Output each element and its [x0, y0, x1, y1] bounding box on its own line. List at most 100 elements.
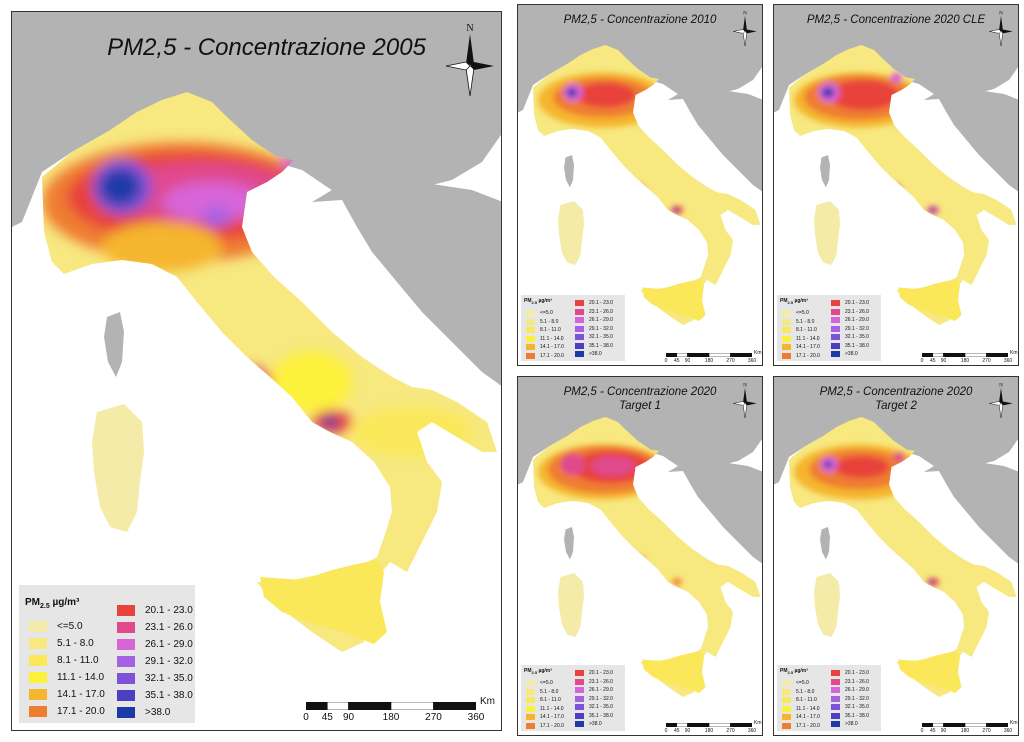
- legend-label: 17.1 - 20.0: [796, 722, 820, 729]
- north-arrow-icon: N: [733, 382, 757, 419]
- scale-bar-segment: [348, 702, 392, 710]
- legend-column: 20.1 - 23.0 23.1 - 26.0 26.1 - 29.0 29.1 - …: [575, 299, 613, 359]
- compass-label: N: [743, 10, 747, 16]
- scale-bar-graphic: [922, 353, 1008, 357]
- legend-item: >38.0: [575, 350, 613, 359]
- concentration-zone: [929, 580, 935, 584]
- scale-tick-label: 45: [929, 358, 936, 364]
- scale-tick-label: 270: [726, 728, 735, 734]
- legend-label: 20.1 - 23.0: [589, 300, 613, 307]
- corsica-land: [820, 155, 830, 188]
- legend-item: 11.1 - 14.0: [526, 335, 564, 344]
- scale-tick-label: 0: [920, 728, 924, 734]
- corsica-land: [104, 312, 124, 377]
- scale-bar-segment: [390, 702, 434, 710]
- corsica-land: [820, 527, 830, 560]
- legend-title: PM2.5 µg/m³: [524, 668, 552, 675]
- legend-swatch: [831, 334, 840, 341]
- scale-tick-label: 180: [704, 728, 714, 734]
- sicily-land: [898, 651, 962, 693]
- legend-swatch: [831, 325, 840, 332]
- legend-swatch: [831, 300, 840, 307]
- scale-unit: Km: [754, 720, 762, 726]
- concentration-zone: [673, 208, 679, 212]
- legend-swatch: [526, 680, 535, 687]
- legend-label: 14.1 - 17.0: [796, 714, 820, 721]
- legend-item: <=5.0: [526, 309, 564, 318]
- legend-label: 11.1 - 14.0: [540, 335, 564, 342]
- legend-item: 35.1 - 38.0: [831, 712, 869, 721]
- legend-swatch: [575, 317, 584, 324]
- legend-item: 14.1 - 17.0: [526, 343, 564, 352]
- legend-swatch: [117, 605, 135, 616]
- legend-label: 35.1 - 38.0: [845, 342, 869, 349]
- legend-label: 35.1 - 38.0: [589, 342, 613, 349]
- compass-label: N: [999, 382, 1003, 388]
- legend-label: 17.1 - 20.0: [540, 352, 564, 359]
- legend-label: 20.1 - 23.0: [845, 670, 869, 677]
- concentration-zone: [824, 461, 832, 468]
- legend-item: 32.1 - 35.0: [575, 703, 613, 712]
- legend-label: 11.1 - 14.0: [57, 672, 105, 683]
- legend-swatch: [831, 317, 840, 324]
- scale-bar-segment: [986, 353, 1008, 357]
- concentration-zone: [100, 169, 140, 205]
- scale-bar-segment: [964, 723, 987, 727]
- legend-item: 8.1 - 11.0: [526, 696, 564, 705]
- legend-label: 29.1 - 32.0: [589, 325, 613, 332]
- legend-swatch: [575, 721, 584, 728]
- legend-label: <=5.0: [57, 621, 83, 632]
- legend-item: 11.1 - 14.0: [782, 335, 820, 344]
- scale-tick-label: 90: [940, 728, 947, 734]
- scale-tick-label: 0: [920, 358, 924, 364]
- scale-tick-label: 45: [321, 712, 333, 723]
- scale-bar-segment: [964, 353, 987, 357]
- legend-item: 29.1 - 32.0: [117, 653, 193, 670]
- legend-item: >38.0: [831, 350, 869, 359]
- map-panel-2020-target-2: PM2,5 - Concentrazione 2020 Target 2 N PM…: [773, 376, 1019, 736]
- legend-label: 26.1 - 29.0: [589, 317, 613, 324]
- legend-swatch: [782, 344, 791, 351]
- legend-label: 26.1 - 29.0: [145, 639, 193, 650]
- concentration-zone: [560, 453, 586, 476]
- legend-label: 29.1 - 32.0: [845, 695, 869, 702]
- map-title-line1: PM2,5 - Concentrazione 2005: [107, 34, 426, 61]
- legend-swatch: [831, 695, 840, 702]
- concentration-zone: [893, 452, 905, 462]
- legend-swatch: [782, 697, 791, 704]
- map-layers: [774, 377, 1018, 697]
- legend-swatch: [29, 672, 47, 683]
- legend-column: <=5.0 5.1 - 8.0 8.1 - 11.0 11.1 - 14.0 14.1 …: [526, 309, 564, 360]
- legend-label: 35.1 - 38.0: [845, 712, 869, 719]
- legend-item: 17.1 - 20.0: [526, 352, 564, 361]
- legend-item: 23.1 - 26.0: [117, 619, 193, 636]
- legend-label: 14.1 - 17.0: [540, 714, 564, 721]
- neighbouring-land: [668, 90, 762, 192]
- scale-tick-label: 270: [982, 728, 991, 734]
- scale-bar-segment: [433, 702, 476, 710]
- legend: PM2.5 µg/m³ <=5.0 5.1 - 8.0 8.1 - 11.0 11.1 …: [521, 665, 625, 731]
- legend-label: 32.1 - 35.0: [845, 334, 869, 341]
- legend-swatch: [526, 352, 535, 359]
- map-layers: [12, 12, 501, 652]
- concentration-zone: [672, 578, 682, 586]
- map-title-line2: Target 2: [875, 400, 917, 412]
- legend-item: 17.1 - 20.0: [29, 703, 105, 720]
- legend-label: 32.1 - 35.0: [145, 673, 193, 684]
- legend-swatch: [29, 655, 47, 666]
- legend: PM2.5 µg/m³ <=5.0 5.1 - 8.0 8.1 - 11.0 11.1…: [19, 585, 195, 723]
- pm25-map-2020-target-1: [518, 377, 762, 697]
- legend-item: <=5.0: [526, 679, 564, 688]
- map-title: PM2,5 - Concentrazione 2020 CLE: [774, 13, 1018, 27]
- compass-label: N: [466, 23, 473, 34]
- legend-item: 32.1 - 35.0: [831, 333, 869, 342]
- legend-item: 17.1 - 20.0: [782, 352, 820, 361]
- concentration-zone: [352, 407, 472, 457]
- scale-tick-label: 360: [1003, 358, 1013, 364]
- concentration-zone: [202, 207, 232, 227]
- legend-item: >38.0: [575, 720, 613, 729]
- legend-item: 35.1 - 38.0: [575, 342, 613, 351]
- scale-bar-graphic: [306, 702, 476, 710]
- legend-swatch: [575, 300, 584, 307]
- scale-bar-segment: [932, 353, 944, 357]
